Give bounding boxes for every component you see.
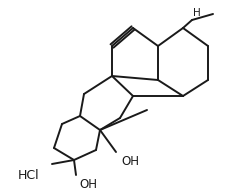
Text: H: H <box>193 8 201 18</box>
Text: OH: OH <box>79 178 97 191</box>
Text: HCl: HCl <box>18 169 40 182</box>
Text: OH: OH <box>121 155 139 168</box>
